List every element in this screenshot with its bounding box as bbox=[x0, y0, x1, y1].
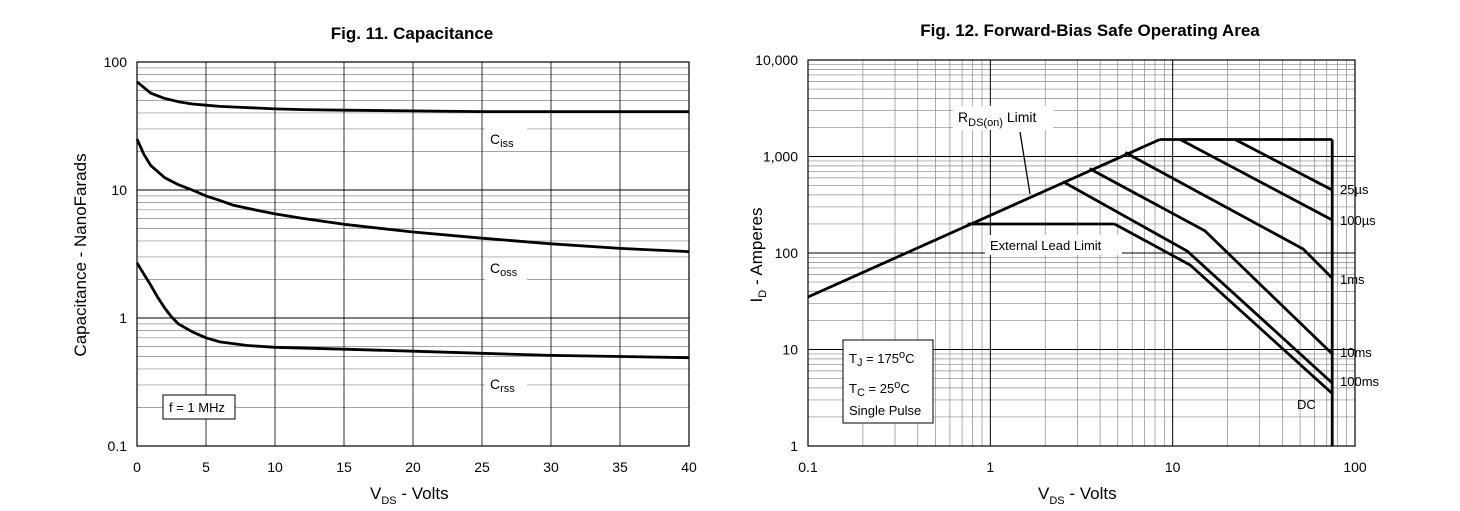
fig11-x-tick-label: 35 bbox=[612, 459, 628, 475]
rds-sub: DS(on) bbox=[968, 117, 1003, 129]
fig11-series-crss bbox=[135, 262, 690, 360]
svg-text:Coss: Coss bbox=[490, 260, 518, 279]
fig12-series-rds-on-limit bbox=[807, 138, 1161, 299]
ciss-main: C bbox=[490, 131, 500, 147]
label-100us: 100µs bbox=[1340, 213, 1376, 228]
tc-rest: = 25 bbox=[865, 381, 894, 396]
tc-text: TC = 25oC bbox=[849, 379, 910, 399]
fig11-xlabel-main: V bbox=[370, 484, 382, 503]
rds-main: R bbox=[958, 109, 968, 125]
fig11-freq-box: f = 1 MHz bbox=[162, 394, 236, 420]
fig12-series-100-s bbox=[1179, 138, 1333, 222]
crss-main: C bbox=[490, 376, 500, 392]
svg-text:Crss: Crss bbox=[490, 376, 515, 395]
tj-main: T bbox=[849, 351, 857, 366]
freq-note: f = 1 MHz bbox=[169, 400, 225, 415]
label-100ms: 100ms bbox=[1340, 374, 1380, 389]
fig12-ylabel-rest: - Amperes bbox=[747, 208, 766, 290]
crss-sub: rss bbox=[500, 383, 515, 395]
fig11-x-tick-label: 20 bbox=[405, 459, 421, 475]
tc-unit: C bbox=[900, 381, 909, 396]
fig11-crss-label: Crss bbox=[485, 374, 527, 396]
fig12-ylabel: ID - Amperes bbox=[747, 208, 769, 303]
fig11-series-coss bbox=[135, 138, 690, 253]
tc-deg: o bbox=[894, 379, 900, 391]
fig12-series-dc bbox=[1113, 222, 1334, 395]
fig12-xlabel-sub: DS bbox=[1049, 495, 1064, 507]
fig12-xlabel: VDS - Volts bbox=[1038, 484, 1117, 507]
fig11-y-tick-label: 10 bbox=[111, 182, 127, 198]
fig11-x-tick-label: 10 bbox=[267, 459, 283, 475]
fig12-series-1ms bbox=[1124, 151, 1334, 280]
fig12-title: Fig. 12. Forward-Bias Safe Operating Are… bbox=[920, 21, 1260, 40]
fig12-x-tick-label: 100 bbox=[1343, 459, 1367, 475]
fig11-xlabel: VDS - Volts bbox=[370, 484, 449, 507]
coss-main: C bbox=[490, 260, 500, 276]
fig11-ciss-label: Ciss bbox=[485, 128, 527, 150]
fig12-xlabel-main: V bbox=[1038, 484, 1050, 503]
tj-text: TJ = 175oC bbox=[849, 349, 914, 369]
fig11-ylabel: Capacitance - NanoFarads bbox=[71, 153, 90, 356]
tj-unit: C bbox=[905, 351, 914, 366]
fig11-x-tick-label: 0 bbox=[133, 459, 141, 475]
fig11-series-ciss bbox=[136, 80, 689, 113]
fig12-series-100ms bbox=[1062, 180, 1334, 385]
pulse-text: Single Pulse bbox=[849, 403, 921, 418]
fig12-xlabel-rest: - Volts bbox=[1065, 484, 1117, 503]
fig12-y-tick-label: 100 bbox=[775, 245, 799, 261]
fig12-y-tick-label: 10,000 bbox=[755, 52, 798, 68]
tj-sub: J bbox=[857, 357, 863, 369]
fig12-x-tick-label: 1 bbox=[986, 459, 994, 475]
fig12-series-10ms bbox=[1088, 167, 1334, 355]
tj-deg: o bbox=[899, 349, 905, 361]
fig12-y-tick-label: 1 bbox=[790, 438, 798, 454]
rds-rest: Limit bbox=[1003, 109, 1037, 125]
label-dc: DC bbox=[1297, 397, 1316, 412]
tc-sub: C bbox=[857, 387, 865, 399]
fig11-x-tick-label: 5 bbox=[202, 459, 210, 475]
fig12-x-tick-label: 10 bbox=[1165, 459, 1181, 475]
label-1ms: 1ms bbox=[1340, 272, 1365, 287]
tc-main: T bbox=[849, 381, 857, 396]
fig11-ylabel-text: Capacitance - NanoFarads bbox=[71, 153, 90, 356]
fig11-grid bbox=[136, 61, 690, 447]
fig11-plot-frame bbox=[136, 61, 690, 447]
fig12-ylabel-sub: D bbox=[757, 290, 769, 298]
curve-labels: 25µs 100µs 1ms 10ms 100ms DC bbox=[1297, 182, 1380, 412]
coss-sub: oss bbox=[500, 267, 518, 279]
ciss-sub: iss bbox=[500, 138, 514, 150]
fig11-coss-label: Coss bbox=[485, 258, 527, 280]
fig11-x-tick-label: 15 bbox=[336, 459, 352, 475]
fig12-y-tick-label: 1,000 bbox=[763, 149, 798, 165]
fig11-y-tick-label: 0.1 bbox=[108, 438, 128, 454]
ext-lead-text: External Lead Limit bbox=[990, 238, 1102, 253]
fig11-y-tick-label: 1 bbox=[119, 310, 127, 326]
fig12-series-25-s bbox=[1234, 138, 1333, 192]
fig11-x-tick-label: 25 bbox=[474, 459, 490, 475]
rds-limit-label: RDS(on) Limit bbox=[953, 106, 1053, 195]
tj-rest: = 175 bbox=[862, 351, 899, 366]
fig11-x-tick-label: 40 bbox=[681, 459, 697, 475]
svg-text:Ciss: Ciss bbox=[490, 131, 514, 150]
fig11-x-tick-label: 30 bbox=[543, 459, 559, 475]
svg-text:RDS(on) Limit: RDS(on) Limit bbox=[958, 109, 1037, 129]
fig12-x-tick-label: 0.1 bbox=[798, 459, 818, 475]
fig11-y-tick-label: 100 bbox=[104, 54, 128, 70]
fig11-title: Fig. 11. Capacitance bbox=[330, 24, 494, 43]
label-10ms: 10ms bbox=[1340, 345, 1372, 360]
fig12-ylabel-main: I bbox=[747, 298, 766, 303]
fig11-xlabel-rest: - Volts bbox=[397, 484, 449, 503]
fig11-xlabel-sub: DS bbox=[381, 495, 396, 507]
conditions-box: TJ = 175oC TC = 25oC Single Pulse bbox=[842, 339, 934, 424]
fig12-plot-frame bbox=[807, 59, 1356, 447]
fig12-y-tick-label: 10 bbox=[782, 342, 798, 358]
ext-lead-label: External Lead Limit bbox=[985, 235, 1122, 255]
label-25us: 25µs bbox=[1340, 182, 1369, 197]
